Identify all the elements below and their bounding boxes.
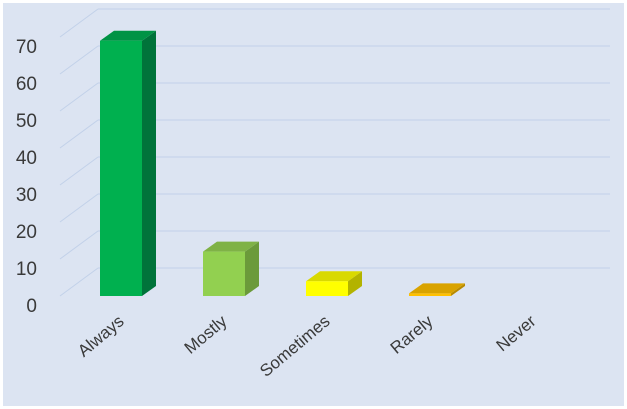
bar-always [100, 30, 156, 297]
gridline-diagonal [59, 82, 99, 112]
gridline-diagonal [59, 193, 99, 223]
chart-area: 0 10 20 30 40 50 60 70 Always Mostly Sometimes Rare… [3, 3, 624, 406]
bar-mostly [203, 241, 259, 296]
x-tick-label: Rarely [387, 311, 437, 357]
gridline-diagonal [59, 267, 99, 297]
x-tick-label: Never [493, 311, 540, 355]
y-tick-label: 70 [16, 37, 37, 58]
y-tick-label: 20 [16, 222, 37, 243]
bar-top [306, 271, 362, 282]
y-tick-label: 0 [26, 296, 37, 317]
x-axis: Always Mostly Sometimes Rarely Never [74, 311, 540, 381]
gridline-diagonal [59, 230, 99, 260]
y-tick-label: 60 [16, 74, 37, 95]
bar [306, 281, 348, 296]
bar [409, 293, 451, 296]
y-axis: 0 10 20 30 40 50 60 70 [16, 37, 37, 317]
gridline-diagonal [59, 156, 99, 186]
gridlines [59, 8, 610, 297]
y-tick-label: 40 [16, 148, 37, 169]
bar [203, 251, 245, 296]
y-tick-label: 30 [16, 185, 37, 206]
y-tick-label: 50 [16, 111, 37, 132]
bar-top [409, 283, 465, 294]
gridline-diagonal [59, 45, 99, 75]
bar-side [245, 241, 259, 296]
bar-chart: 0 10 20 30 40 50 60 70 Always Mostly Sometimes Rare… [16, 8, 610, 381]
bar-rarely [409, 283, 465, 296]
gridline-diagonal [59, 8, 99, 38]
x-tick-label: Sometimes [256, 312, 333, 381]
gridline-diagonal [59, 119, 99, 149]
bar-top [100, 30, 156, 41]
bar [100, 40, 142, 297]
bar-top [203, 241, 259, 252]
y-tick-label: 10 [16, 259, 37, 280]
x-tick-label: Always [74, 312, 127, 361]
bar-sometimes [306, 271, 362, 296]
bars [100, 30, 465, 297]
x-tick-label: Mostly [181, 311, 231, 357]
bar-side [451, 283, 465, 296]
bar-side [348, 271, 362, 296]
bar-side [142, 30, 156, 296]
